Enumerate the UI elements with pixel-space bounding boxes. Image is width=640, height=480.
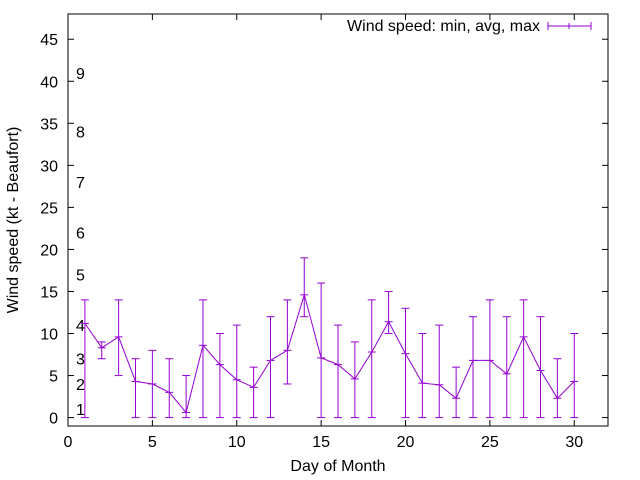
y-tick-label: 10 <box>40 327 58 344</box>
y-tick-label: 35 <box>40 116 58 133</box>
x-tick-label: 0 <box>64 434 73 451</box>
plot-border <box>67 13 609 427</box>
beaufort-scale: 1 2 3 4 5 6 7 8 9 <box>76 66 85 419</box>
beaufort-label: 1 <box>76 402 85 419</box>
beaufort-label: 9 <box>76 66 85 83</box>
y-tick-label: 20 <box>40 242 58 259</box>
beaufort-label: 7 <box>76 175 85 192</box>
y-tick-label: 25 <box>40 200 58 217</box>
y-tick-label: 0 <box>49 411 58 428</box>
x-tick-label: 20 <box>397 434 415 451</box>
x-tick-label: 5 <box>148 434 157 451</box>
series-line <box>84 292 575 414</box>
plot-frame <box>67 13 609 427</box>
x-tick-label: 25 <box>481 434 499 451</box>
y-tick-label: 15 <box>40 284 58 301</box>
legend-label: Wind speed: min, avg, max <box>347 18 540 35</box>
legend: Wind speed: min, avg, max <box>347 18 592 35</box>
beaufort-label: 4 <box>76 318 85 335</box>
error-bars <box>80 257 579 419</box>
beaufort-label: 2 <box>76 377 85 394</box>
y-tick-label: 5 <box>49 369 58 386</box>
beaufort-label: 3 <box>76 352 85 369</box>
beaufort-label: 5 <box>76 268 85 285</box>
y-tick-label: 30 <box>40 158 58 175</box>
axis-ticks <box>67 14 608 426</box>
x-tick-label: 15 <box>312 434 330 451</box>
x-tick-label: 30 <box>565 434 583 451</box>
y-tick-label: 40 <box>40 74 58 91</box>
y-axis-title: Wind speed (kt - Beaufort) <box>5 127 22 314</box>
x-axis-title: Day of Month <box>290 458 385 475</box>
series-line-group <box>84 292 575 414</box>
x-tick-label: 10 <box>228 434 246 451</box>
y-tick-label: 45 <box>40 32 58 49</box>
beaufort-label: 6 <box>76 226 85 243</box>
beaufort-label: 8 <box>76 125 85 142</box>
